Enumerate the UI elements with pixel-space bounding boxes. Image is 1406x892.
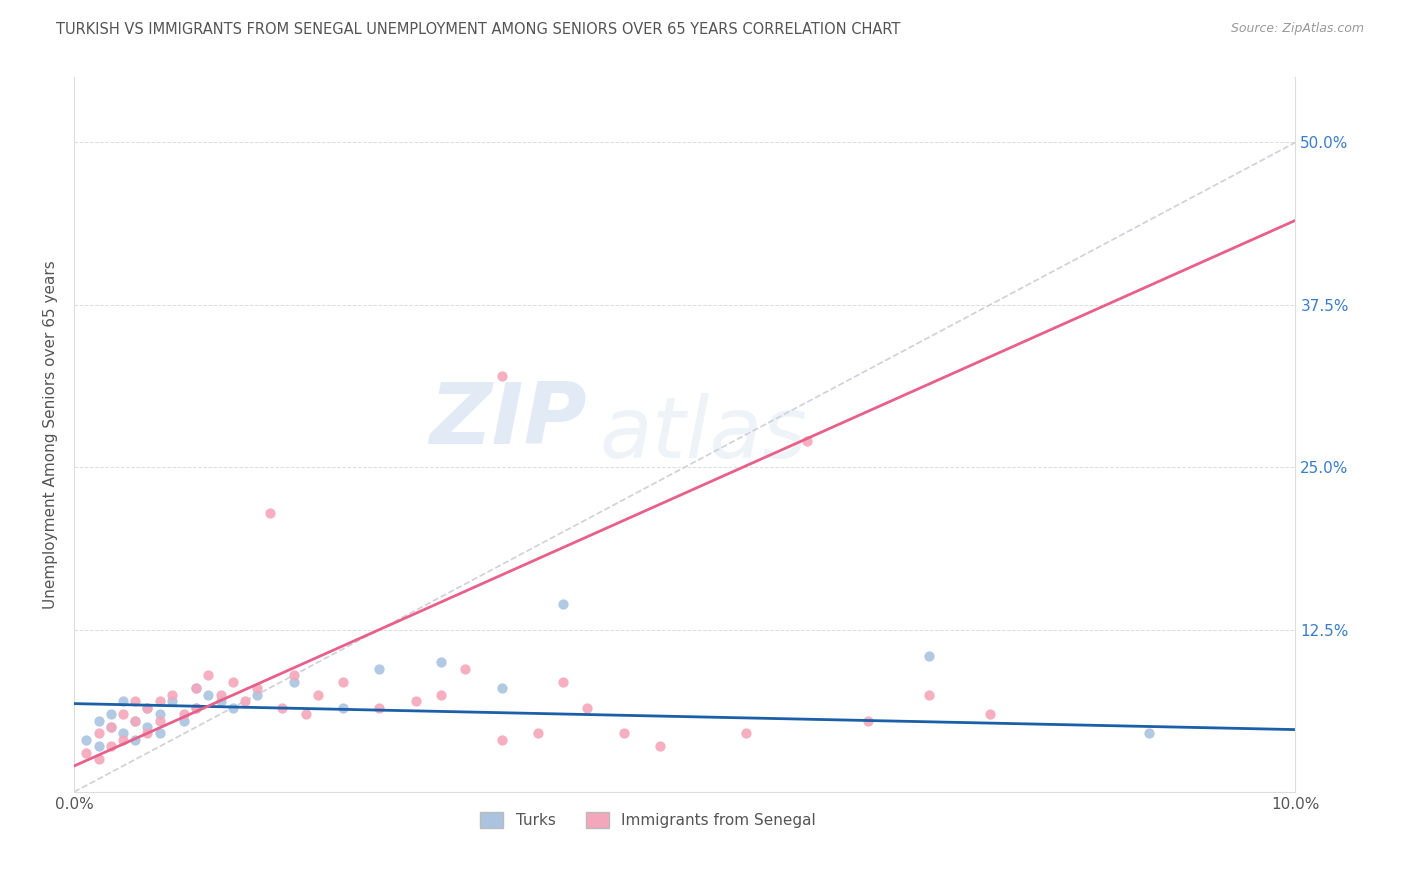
Point xyxy=(222,700,245,714)
Point xyxy=(259,506,281,520)
Point xyxy=(246,681,269,695)
Point xyxy=(87,739,110,754)
Point xyxy=(491,733,513,747)
Point xyxy=(124,733,146,747)
Point xyxy=(186,700,208,714)
Point xyxy=(368,661,391,675)
Point xyxy=(613,726,636,740)
Point xyxy=(111,694,134,708)
Text: Source: ZipAtlas.com: Source: ZipAtlas.com xyxy=(1230,22,1364,36)
Legend: Turks, Immigrants from Senegal: Turks, Immigrants from Senegal xyxy=(474,806,823,834)
Point xyxy=(87,726,110,740)
Point xyxy=(111,726,134,740)
Point xyxy=(332,674,354,689)
Point xyxy=(429,655,451,669)
Point xyxy=(100,739,122,754)
Point xyxy=(136,700,159,714)
Point xyxy=(233,694,256,708)
Point xyxy=(186,681,208,695)
Point xyxy=(186,681,208,695)
Point xyxy=(149,726,172,740)
Point xyxy=(551,674,574,689)
Point xyxy=(295,706,318,721)
Point xyxy=(149,706,172,721)
Point xyxy=(650,739,672,754)
Point xyxy=(283,674,305,689)
Point xyxy=(75,746,97,760)
Point xyxy=(1137,726,1160,740)
Point xyxy=(124,694,146,708)
Point xyxy=(173,714,195,728)
Point xyxy=(100,720,122,734)
Point xyxy=(136,726,159,740)
Point xyxy=(197,668,219,682)
Point xyxy=(111,706,134,721)
Text: TURKISH VS IMMIGRANTS FROM SENEGAL UNEMPLOYMENT AMONG SENIORS OVER 65 YEARS CORR: TURKISH VS IMMIGRANTS FROM SENEGAL UNEMP… xyxy=(56,22,901,37)
Point xyxy=(209,694,232,708)
Point xyxy=(87,714,110,728)
Point xyxy=(149,694,172,708)
Point xyxy=(149,714,172,728)
Point xyxy=(979,706,1001,721)
Text: atlas: atlas xyxy=(599,393,807,476)
Point xyxy=(527,726,550,740)
Point xyxy=(136,700,159,714)
Y-axis label: Unemployment Among Seniors over 65 years: Unemployment Among Seniors over 65 years xyxy=(44,260,58,609)
Point xyxy=(124,714,146,728)
Point xyxy=(270,700,292,714)
Point xyxy=(173,706,195,721)
Point xyxy=(307,688,329,702)
Point xyxy=(918,688,941,702)
Point xyxy=(734,726,756,740)
Point xyxy=(491,369,513,384)
Point xyxy=(283,668,305,682)
Point xyxy=(87,752,110,766)
Point xyxy=(75,733,97,747)
Point xyxy=(186,700,208,714)
Point xyxy=(551,597,574,611)
Point xyxy=(332,700,354,714)
Point xyxy=(246,688,269,702)
Point xyxy=(918,648,941,663)
Point xyxy=(405,694,427,708)
Point xyxy=(160,694,183,708)
Point xyxy=(136,720,159,734)
Point xyxy=(160,688,183,702)
Point xyxy=(576,700,599,714)
Point xyxy=(796,434,818,449)
Point xyxy=(197,688,219,702)
Point xyxy=(111,733,134,747)
Point xyxy=(429,688,451,702)
Point xyxy=(100,720,122,734)
Point xyxy=(222,674,245,689)
Point xyxy=(491,681,513,695)
Point xyxy=(209,688,232,702)
Point xyxy=(856,714,879,728)
Point xyxy=(368,700,391,714)
Text: ZIP: ZIP xyxy=(429,379,588,462)
Point xyxy=(454,661,477,675)
Point xyxy=(100,706,122,721)
Point xyxy=(124,714,146,728)
